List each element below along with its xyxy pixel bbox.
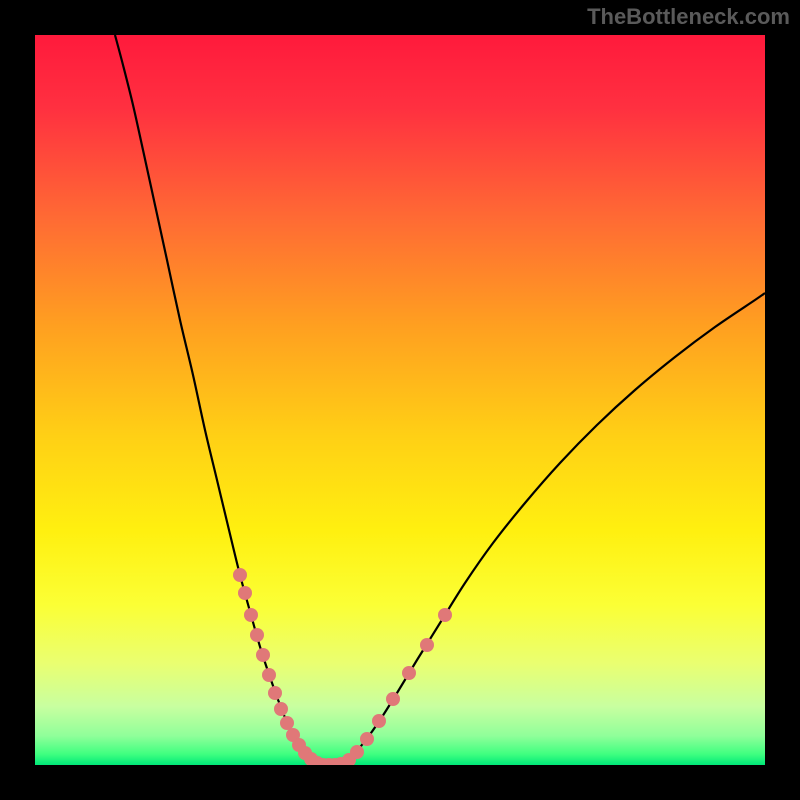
watermark-text: TheBottleneck.com [587, 4, 790, 30]
data-marker [386, 692, 400, 706]
data-marker [360, 732, 374, 746]
data-marker [244, 608, 258, 622]
data-marker [256, 648, 270, 662]
data-marker [238, 586, 252, 600]
data-marker [372, 714, 386, 728]
bottleneck-curve-right [335, 293, 765, 765]
data-marker [350, 745, 364, 759]
data-marker [250, 628, 264, 642]
data-marker [280, 716, 294, 730]
bottleneck-curve-left [115, 35, 320, 765]
data-marker [438, 608, 452, 622]
data-marker [262, 668, 276, 682]
data-marker [420, 638, 434, 652]
data-marker [402, 666, 416, 680]
data-marker [268, 686, 282, 700]
curve-layer [35, 35, 765, 765]
data-marker [233, 568, 247, 582]
chart-plot-area [35, 35, 765, 765]
data-marker [274, 702, 288, 716]
